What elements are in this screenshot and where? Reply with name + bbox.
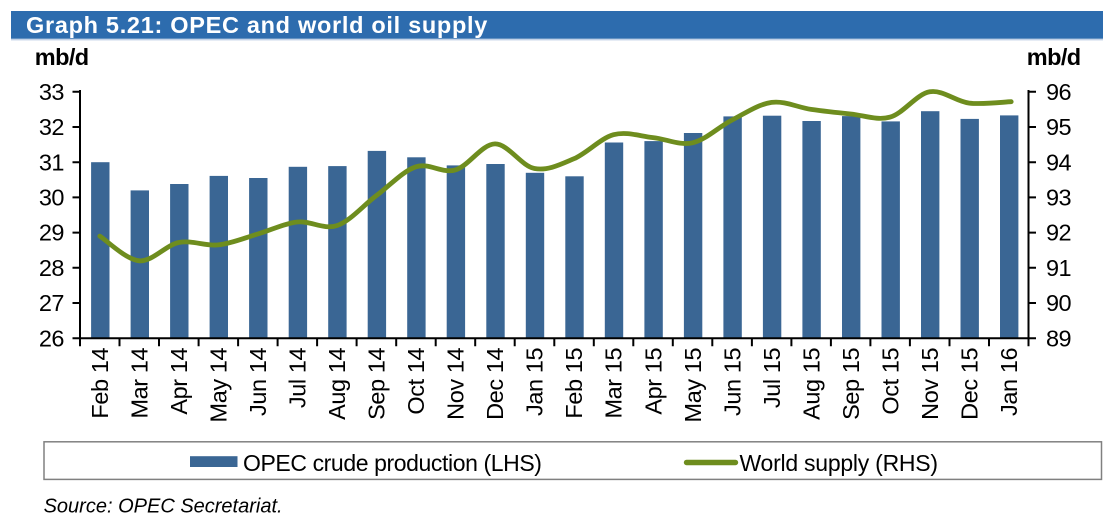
- svg-text:Jan 15: Jan 15: [522, 347, 548, 415]
- svg-text:Feb 14: Feb 14: [87, 347, 113, 418]
- svg-text:Dec 14: Dec 14: [482, 347, 508, 419]
- svg-text:Mar 14: Mar 14: [127, 347, 153, 418]
- svg-text:Apr 14: Apr 14: [166, 347, 192, 414]
- svg-text:32: 32: [39, 114, 64, 140]
- svg-text:Nov 15: Nov 15: [917, 347, 943, 419]
- svg-text:Jul 15: Jul 15: [759, 347, 785, 408]
- svg-text:Graph 5.21: OPEC and world oil: Graph 5.21: OPEC and world oil supply: [26, 12, 488, 38]
- svg-text:Sep 14: Sep 14: [364, 347, 390, 419]
- svg-text:mb/d: mb/d: [35, 44, 89, 70]
- svg-text:Oct 14: Oct 14: [403, 347, 429, 414]
- svg-text:89: 89: [1046, 325, 1071, 351]
- svg-text:33: 33: [39, 79, 64, 105]
- svg-text:90: 90: [1046, 290, 1071, 316]
- svg-text:30: 30: [39, 185, 64, 211]
- svg-text:Jun 15: Jun 15: [719, 347, 745, 415]
- svg-text:26: 26: [39, 325, 64, 351]
- svg-text:91: 91: [1046, 255, 1071, 281]
- svg-text:28: 28: [39, 255, 64, 281]
- svg-text:31: 31: [39, 149, 64, 175]
- svg-text:Aug 14: Aug 14: [324, 347, 350, 419]
- svg-text:Aug 15: Aug 15: [798, 347, 824, 419]
- svg-text:Apr 15: Apr 15: [640, 347, 666, 414]
- svg-text:Source: OPEC Secretariat.: Source: OPEC Secretariat.: [44, 496, 283, 518]
- svg-text:Jan 16: Jan 16: [996, 347, 1022, 415]
- svg-text:May 15: May 15: [680, 347, 706, 422]
- svg-text:Mar 15: Mar 15: [601, 347, 627, 418]
- svg-text:27: 27: [39, 290, 64, 316]
- svg-text:OPEC crude production (LHS): OPEC crude production (LHS): [243, 450, 542, 476]
- svg-text:May 14: May 14: [206, 347, 232, 422]
- svg-text:Nov 14: Nov 14: [443, 347, 469, 419]
- svg-text:29: 29: [39, 220, 64, 246]
- svg-text:Sep 15: Sep 15: [838, 347, 864, 419]
- svg-text:mb/d: mb/d: [1027, 44, 1081, 70]
- svg-text:94: 94: [1046, 149, 1071, 175]
- svg-text:Jul 14: Jul 14: [285, 347, 311, 408]
- svg-text:95: 95: [1046, 114, 1071, 140]
- svg-text:96: 96: [1046, 79, 1071, 105]
- svg-text:World supply (RHS): World supply (RHS): [740, 450, 938, 476]
- svg-text:Dec 15: Dec 15: [956, 347, 982, 419]
- svg-text:Feb 15: Feb 15: [561, 347, 587, 418]
- svg-text:Jun 14: Jun 14: [245, 347, 271, 415]
- svg-text:93: 93: [1046, 185, 1071, 211]
- svg-text:Oct 15: Oct 15: [877, 347, 903, 414]
- svg-text:92: 92: [1046, 220, 1071, 246]
